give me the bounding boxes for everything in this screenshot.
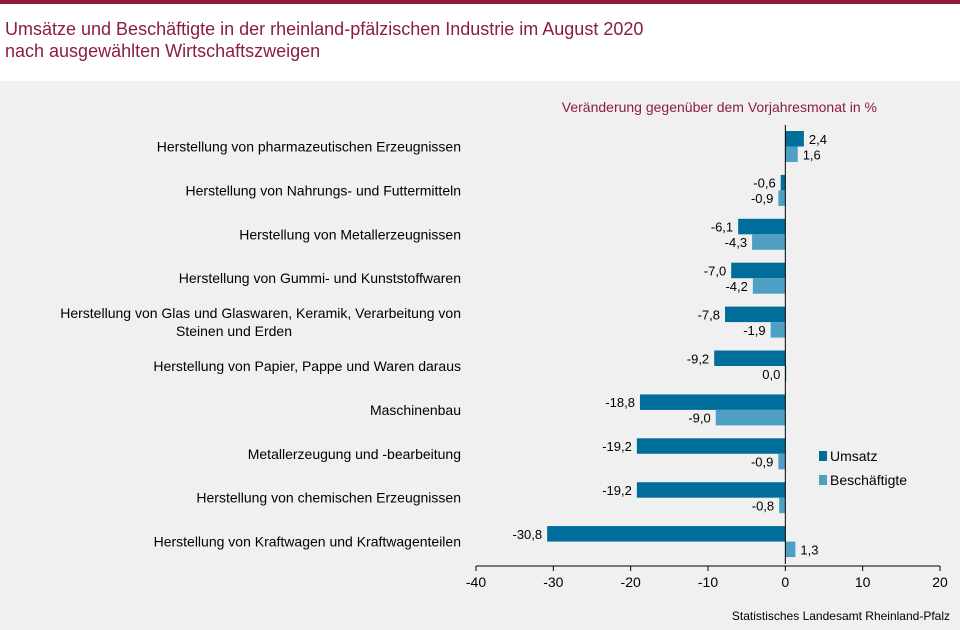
legend-label: Beschäftigte — [830, 472, 907, 488]
x-tick-label: -40 — [466, 574, 486, 590]
bar-beschaeftigte — [778, 453, 786, 470]
x-tick-label: 10 — [855, 574, 871, 590]
source-label: Statistisches Landesamt Rheinland-Pfalz — [732, 609, 950, 623]
bar-beschaeftigte — [752, 234, 786, 250]
data-labels: 2,41,6-0,6-0,9-6,1-4,3-7,0-4,2-7,8-1,9-9… — [513, 132, 827, 558]
bar-beschaeftigte — [752, 278, 786, 294]
data-label: -0,9 — [751, 455, 773, 470]
data-label: 0,0 — [762, 367, 780, 382]
legend-swatch-umsatz — [819, 451, 827, 461]
x-axis: -40 -30 -20 -10 0 10 20 — [466, 125, 948, 590]
bar-umsatz — [785, 131, 804, 147]
legend-swatch-beschaeftigte — [819, 475, 827, 485]
data-label: -0,6 — [753, 176, 775, 191]
bar-beschaeftigte — [785, 541, 796, 558]
category-label: Herstellung von Glas und Glaswaren, Kera… — [60, 305, 461, 321]
top-accent-bar — [0, 0, 960, 4]
bar-umsatz — [547, 526, 786, 542]
bar-beschaeftigte — [785, 146, 798, 162]
bar-beschaeftigte — [778, 190, 786, 206]
bars — [547, 131, 804, 558]
data-label: -30,8 — [513, 527, 543, 542]
bar-umsatz — [731, 262, 786, 279]
bar-beschaeftigte — [715, 409, 786, 426]
unit-label: Veränderung gegenüber dem Vorjahresmonat… — [562, 99, 877, 115]
chart-title: Umsätze und Beschäftigte in der rheinlan… — [5, 18, 905, 62]
x-tick-label: -20 — [621, 574, 641, 590]
data-label: -18,8 — [605, 395, 635, 410]
data-label: 2,4 — [809, 132, 827, 147]
bar-umsatz — [636, 482, 786, 498]
bar-umsatz — [725, 306, 786, 323]
data-label: -19,2 — [602, 439, 632, 454]
data-label: -4,3 — [725, 235, 747, 250]
category-label: Herstellung von pharmazeutischen Erzeugn… — [157, 139, 461, 155]
chart-title-line-2: nach ausgewählten Wirtschaftszweigen — [5, 41, 321, 61]
category-label: Metallerzeugung und -bearbeitung — [248, 446, 461, 462]
category-labels: Herstellung von pharmazeutischen Erzeugn… — [60, 139, 461, 550]
x-tick-label: 0 — [781, 574, 789, 590]
category-label: Herstellung von Kraftwagen und Kraftwage… — [154, 534, 461, 550]
x-tick-label: -30 — [543, 574, 563, 590]
category-label: Steinen und Erden — [176, 323, 292, 339]
data-label: -9,2 — [687, 351, 709, 366]
category-label: Herstellung von chemischen Erzeugnissen — [196, 490, 461, 506]
data-label: -7,0 — [704, 263, 726, 278]
bar-umsatz — [714, 350, 786, 366]
bar-umsatz — [738, 218, 786, 235]
chart-title-line-1: Umsätze und Beschäftigte in der rheinlan… — [5, 19, 644, 39]
bar-umsatz — [636, 438, 786, 454]
bar-beschaeftigte — [770, 322, 786, 338]
category-label: Herstellung von Metallerzeugnissen — [239, 226, 461, 242]
data-label: -1,9 — [743, 323, 765, 338]
data-label: -6,1 — [711, 220, 733, 235]
data-label: -19,2 — [602, 483, 632, 498]
data-label: -7,8 — [698, 307, 720, 322]
bar-umsatz — [780, 174, 786, 191]
legend: Umsatz Beschäftigte — [819, 448, 907, 488]
chart-panel — [0, 81, 960, 630]
bar-umsatz — [639, 394, 786, 410]
data-label: -9,0 — [688, 411, 710, 426]
data-label: 1,3 — [800, 542, 818, 557]
category-label: Herstellung von Papier, Pappe und Waren … — [153, 358, 461, 374]
bar-beschaeftigte — [779, 497, 786, 514]
legend-label: Umsatz — [830, 448, 877, 464]
x-tick-label: -10 — [698, 574, 718, 590]
category-label: Maschinenbau — [370, 402, 461, 418]
x-tick-label: 20 — [932, 574, 948, 590]
data-label: -0,8 — [752, 498, 774, 513]
data-label: -4,2 — [725, 279, 747, 294]
category-label: Herstellung von Nahrungs- und Futtermitt… — [186, 182, 461, 198]
data-label: 1,6 — [803, 147, 821, 162]
data-label: -0,9 — [751, 191, 773, 206]
category-label: Herstellung von Gummi- und Kunststoffwar… — [179, 270, 461, 286]
